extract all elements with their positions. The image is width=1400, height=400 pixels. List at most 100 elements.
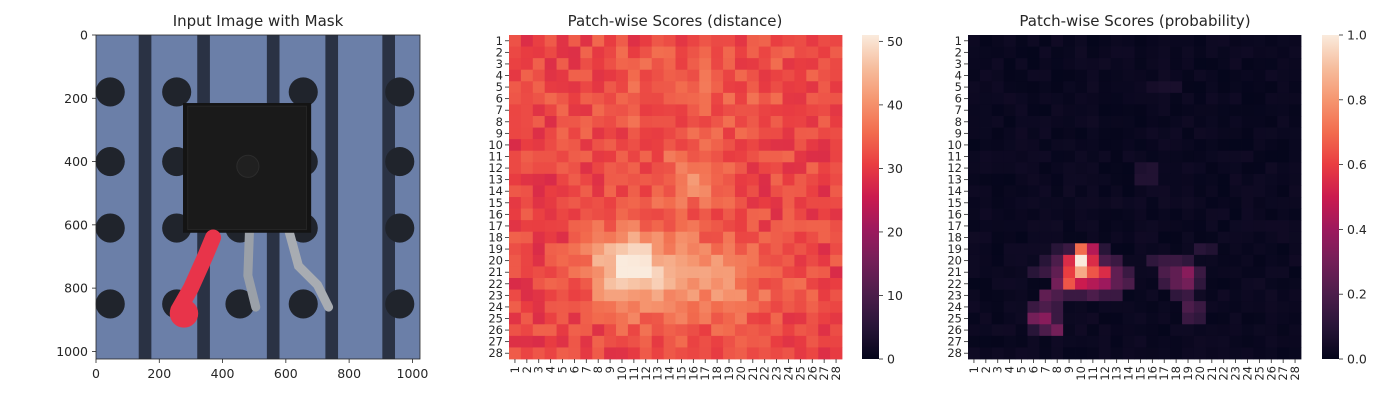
heatmap-cell <box>818 173 831 186</box>
heatmap-cell <box>979 58 993 71</box>
heatmap-cell <box>675 266 688 279</box>
heatmap-cell <box>758 347 772 360</box>
heatmap-cell <box>592 312 605 325</box>
heatmap-cell <box>1229 162 1242 175</box>
heatmap-cell <box>651 185 664 198</box>
heatmap-cell <box>675 208 688 221</box>
heatmap-cell <box>1217 150 1231 163</box>
heatmap-cell <box>1027 139 1040 152</box>
heatmap-cell <box>520 301 534 314</box>
heatmap-cell <box>1098 278 1112 290</box>
y-tick-label: 27 <box>488 335 503 349</box>
heatmap-cell <box>818 312 831 325</box>
heatmap-cell <box>1051 231 1064 244</box>
heatmap-cell <box>1205 335 1219 348</box>
heatmap-cell <box>1063 335 1076 348</box>
heatmap-cell <box>711 104 724 117</box>
heatmap-cell <box>627 150 641 163</box>
heatmap-cell <box>979 139 993 152</box>
x-tick-label: 14 <box>1122 366 1136 381</box>
heatmap-cell <box>1182 312 1195 325</box>
heatmap-cell <box>1182 347 1195 360</box>
heatmap-cell <box>991 347 1005 360</box>
heatmap-cell <box>1015 335 1028 348</box>
heatmap-cell <box>520 197 534 209</box>
heatmap-cell <box>1039 301 1052 314</box>
heatmap-cell <box>651 35 664 47</box>
heatmap-cell <box>991 127 1005 140</box>
heatmap-cell <box>568 312 581 325</box>
heatmap-cell <box>711 92 724 105</box>
heatmap-cell <box>639 197 653 209</box>
heatmap-cell <box>1146 104 1159 117</box>
heatmap-cell <box>1039 116 1052 128</box>
board-hole <box>288 289 318 319</box>
heatmap-cell <box>544 220 557 233</box>
heatmap-cell <box>734 81 748 94</box>
colorbar-tick-label: 0.8 <box>1347 92 1367 107</box>
heatmap-cell <box>1229 231 1242 244</box>
heatmap-cell <box>604 254 617 267</box>
heatmap-cell <box>1110 162 1123 175</box>
heatmap-cell <box>1098 81 1112 94</box>
heatmap-cell <box>1051 197 1064 209</box>
heatmap-cell <box>758 254 772 267</box>
heatmap-cell <box>1265 81 1278 94</box>
component-hole <box>236 154 260 178</box>
heatmap-cell <box>651 116 664 128</box>
heatmap-cell <box>616 289 629 302</box>
heatmap-cell <box>1134 301 1147 314</box>
heatmap-cell <box>818 69 831 82</box>
heatmap-cell <box>1277 301 1290 314</box>
heatmap-cell <box>1063 162 1076 175</box>
y-tick-label: 16 <box>488 207 503 221</box>
heatmap-cell <box>806 139 819 152</box>
heatmap-cell <box>616 139 629 152</box>
heatmap-cell <box>723 347 736 360</box>
heatmap-cell <box>687 278 700 290</box>
x-tick-label: 15 <box>1133 366 1147 381</box>
heatmap-cell <box>1086 150 1100 163</box>
heatmap-cell <box>1003 231 1016 244</box>
heatmap-cell <box>1182 58 1195 71</box>
y-tick-label: 27 <box>947 335 962 349</box>
heatmap-cell <box>1265 116 1278 128</box>
heatmap-cell <box>1265 197 1278 209</box>
heatmap-cell <box>699 35 712 47</box>
heatmap-cell <box>1086 231 1100 244</box>
heatmap-cell <box>520 324 534 337</box>
heatmap-cell <box>1217 208 1231 221</box>
heatmap-cell <box>758 185 772 198</box>
heatmap-cell <box>1063 139 1076 152</box>
heatmap-cell <box>1182 104 1195 117</box>
heatmap-cell <box>675 324 688 337</box>
heatmap-cell <box>1098 35 1112 47</box>
heatmap-cell <box>1039 139 1052 152</box>
heatmap-cell <box>1289 185 1302 198</box>
heatmap-cell <box>711 197 724 209</box>
heatmap-cell <box>818 243 831 256</box>
heatmap-cell <box>1253 243 1266 256</box>
heatmap-cell <box>1229 254 1242 267</box>
heatmap-cell <box>651 162 664 175</box>
heatmap-cell <box>830 46 843 59</box>
heatmap-cell <box>1063 173 1076 186</box>
heatmap-cell <box>1229 173 1242 186</box>
heatmap-cell <box>794 185 807 198</box>
heatmap-cell <box>1063 312 1076 325</box>
x-tick-label: 20 <box>1193 366 1207 381</box>
heatmap-cell <box>711 243 724 256</box>
heatmap-cell <box>770 231 783 244</box>
heatmap-cell <box>1205 104 1219 117</box>
heatmap-cell <box>639 173 653 186</box>
heatmap-cell <box>723 35 736 47</box>
heatmap-cell <box>592 116 605 128</box>
heatmap-cell <box>1039 254 1052 267</box>
heatmap-cell <box>1229 46 1242 59</box>
heatmap-cell <box>1229 104 1242 117</box>
heatmap-cell <box>1170 324 1183 337</box>
y-tick-label: 4 <box>955 69 962 83</box>
heatmap-cell <box>1241 347 1254 360</box>
heatmap-cell <box>711 127 724 140</box>
heatmap-cell <box>1051 58 1064 71</box>
